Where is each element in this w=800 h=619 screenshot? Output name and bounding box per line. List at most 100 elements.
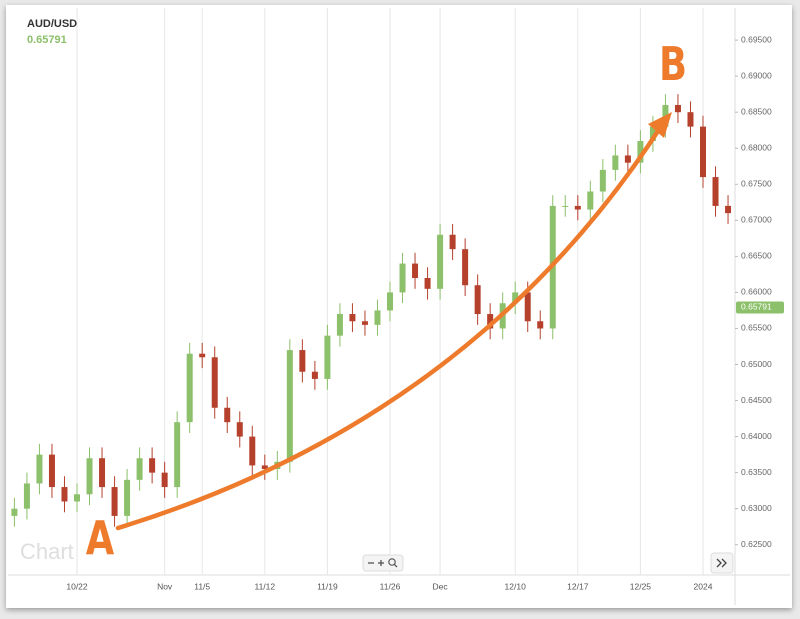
y-tick-label: 0.66000: [741, 287, 772, 297]
candle-body: [149, 458, 156, 473]
candle-body: [211, 357, 218, 408]
candle-body: [61, 487, 68, 502]
candle-body: [437, 234, 444, 289]
x-tick-label: 11/26: [380, 581, 401, 591]
candle-body: [199, 353, 206, 358]
candle-body: [462, 249, 469, 286]
last-price: 0.65791: [27, 34, 67, 46]
y-tick-label: 0.67000: [741, 215, 772, 225]
watermark: Chart: [20, 539, 74, 564]
candle-body: [587, 191, 594, 210]
candle-body: [349, 314, 356, 322]
scroll-right-box[interactable]: [710, 552, 734, 574]
y-tick-label: 0.65000: [741, 359, 772, 369]
last-price-label: 0.65791: [741, 302, 772, 312]
candle-body: [487, 314, 494, 329]
x-tick-label: 12/25: [630, 581, 652, 591]
candle-body: [299, 350, 306, 372]
annotation-label: B: [659, 37, 687, 91]
candle-body: [612, 155, 619, 170]
y-tick-label: 0.63500: [741, 467, 772, 477]
y-tick-label: 0.62500: [741, 539, 772, 549]
x-tick-label: 11/12: [254, 581, 275, 591]
scroll-right-button[interactable]: [710, 552, 734, 574]
candle-body: [99, 458, 106, 488]
y-tick-label: 0.67500: [741, 179, 772, 189]
y-tick-label: 0.69500: [741, 34, 772, 44]
candle-body: [374, 310, 381, 325]
last-price-badge: [736, 301, 784, 314]
candle-body: [286, 350, 293, 462]
annotation-layer: AB: [86, 37, 687, 565]
candle-body: [424, 278, 431, 289]
candle-body: [249, 436, 256, 466]
candle-body: [624, 155, 631, 163]
chart-title: AUD/USD: [27, 18, 77, 30]
candle-body: [599, 169, 606, 192]
candle-body: [387, 292, 393, 311]
y-tick-label: 0.64500: [741, 395, 772, 405]
candle-body: [725, 205, 732, 214]
x-tick-label: 12/17: [567, 581, 589, 591]
y-tick-label: 0.64000: [741, 431, 772, 441]
candle-body: [474, 285, 481, 315]
x-tick-label: 10/22: [66, 581, 88, 591]
zoom-reset-icon[interactable]: [388, 558, 396, 566]
annotation-label: A: [86, 511, 115, 565]
x-tick-label: 11/19: [317, 581, 338, 591]
candle-body: [449, 234, 456, 250]
candle-body: [399, 263, 406, 293]
candle-body: [562, 205, 569, 207]
candle-body: [86, 458, 93, 495]
y-tick-label: 0.65500: [741, 323, 772, 333]
candle-body: [161, 472, 168, 488]
candle-body: [124, 479, 131, 516]
scroll-right-icon[interactable]: [716, 558, 722, 568]
candle-body: [324, 335, 331, 379]
trend-arrow: [115, 125, 663, 531]
candle-body: [236, 422, 243, 437]
x-tick-label: 11/5: [194, 581, 210, 591]
candle-body: [311, 371, 318, 379]
x-tick-label: Dec: [433, 581, 449, 591]
candle-body: [574, 205, 581, 210]
candle-body: [23, 483, 30, 509]
candle-body: [74, 494, 80, 502]
candle-body: [336, 314, 343, 336]
candle-body: [36, 454, 43, 484]
candle-body: [637, 141, 644, 163]
x-tick-label: Nov: [157, 581, 173, 591]
y-tick-label: 0.68000: [741, 142, 772, 152]
x-tick-label: 12/10: [505, 581, 527, 591]
candle-body: [674, 104, 681, 113]
y-tick-label: 0.66500: [741, 251, 772, 261]
candle-body: [712, 177, 719, 206]
trend-arrowhead: [648, 112, 672, 138]
candle-body: [412, 263, 419, 279]
candle-body: [186, 353, 193, 423]
y-tick-label: 0.69000: [741, 70, 772, 80]
candle-body: [224, 407, 231, 423]
y-tick-label: 0.63000: [741, 503, 772, 513]
candle-body: [700, 126, 706, 178]
zoom-controls[interactable]: [362, 554, 404, 572]
y-tick-label: 0.68500: [741, 106, 772, 116]
candle-body: [111, 487, 118, 516]
candle-body: [174, 422, 181, 488]
x-tick-label: 2024: [694, 581, 713, 591]
candle-body: [687, 112, 694, 127]
candle-body: [649, 126, 656, 142]
candle-body: [524, 292, 531, 322]
candle-body: [361, 321, 368, 325]
scroll-right-icon[interactable]: [721, 558, 727, 568]
candle-body: [537, 321, 544, 329]
candle-body: [11, 508, 18, 516]
candle-body: [136, 458, 143, 480]
candle-body: [261, 465, 268, 470]
chart-card: [6, 5, 792, 608]
zoom-reset-icon[interactable]: [393, 563, 398, 568]
candle-body: [512, 292, 519, 304]
candle-body: [48, 454, 55, 488]
